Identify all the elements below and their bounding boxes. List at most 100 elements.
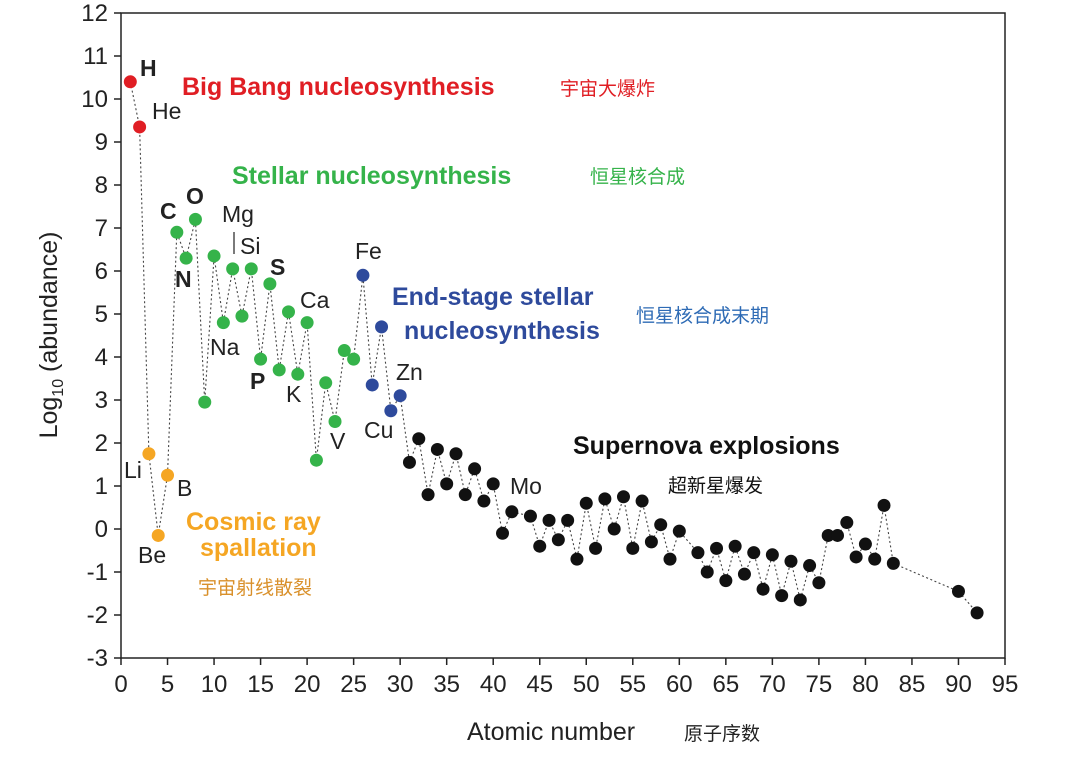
x-tick-label-40: 40	[480, 671, 507, 698]
x-tick-label-20: 20	[294, 671, 321, 698]
label-Mg: Mg	[222, 201, 254, 227]
supernova-title: Supernova explosions	[573, 432, 840, 460]
point-supernova-z64	[710, 541, 724, 555]
supernova-cn: 超新星爆发	[668, 475, 763, 497]
point-supernova-z66	[728, 539, 742, 553]
x-tick-label-15: 15	[247, 671, 274, 698]
point-supernova-z49	[570, 552, 584, 566]
y-axis-title-main: Log	[35, 397, 63, 439]
point-stellar-z16	[263, 277, 277, 291]
point-stellar-z23	[328, 415, 342, 428]
y-tick-label--1: -1	[87, 559, 108, 586]
x-tick-label-45: 45	[526, 671, 553, 698]
point-stellar-z21	[309, 453, 323, 467]
point-supernova-z90	[951, 584, 965, 598]
big-bang-cn: 宇宙大爆炸	[560, 78, 655, 100]
point-stellar-z8	[188, 212, 202, 226]
y-tick-label-12: 12	[81, 0, 108, 27]
point-stellar-z19	[291, 367, 305, 381]
label-Mo: Mo	[510, 473, 542, 499]
y-tick-label-6: 6	[95, 258, 108, 285]
point-end_stage-z26	[356, 268, 370, 282]
point-end_stage-z27	[365, 378, 379, 392]
label-K: K	[286, 381, 302, 407]
point-supernova-z63	[700, 565, 714, 579]
cosmic-title-2: spallation	[200, 534, 317, 562]
point-supernova-z79	[849, 550, 863, 564]
point-supernova-z70	[765, 548, 779, 562]
label-Si: Si	[240, 233, 260, 259]
point-supernova-z58	[654, 518, 668, 532]
point-supernova-z77	[831, 528, 845, 542]
point-stellar-z15	[254, 352, 268, 366]
label-Li: Li	[124, 457, 142, 483]
label-C: C	[160, 198, 177, 224]
point-cosmic-z3	[142, 447, 156, 461]
y-tick-label-3: 3	[95, 387, 108, 414]
point-supernova-z47	[551, 533, 565, 547]
plot-frame	[120, 12, 1006, 659]
point-supernova-z53	[607, 522, 621, 536]
point-supernova-z48	[561, 513, 575, 527]
big-bang-title: Big Bang nucleosynthesis	[182, 73, 495, 101]
point-stellar-z17	[272, 363, 286, 377]
point-supernova-z69	[756, 582, 770, 596]
point-supernova-z76	[821, 528, 835, 542]
point-stellar-z18	[281, 305, 295, 319]
y-axis-title-rest: (abundance)	[35, 232, 63, 379]
x-tick-label-50: 50	[573, 671, 600, 698]
label-O: O	[186, 183, 204, 209]
x-tick-label-70: 70	[759, 671, 786, 698]
point-supernova-z39	[477, 494, 491, 508]
x-tick-label-25: 25	[340, 671, 367, 698]
point-stellar-z25	[347, 352, 361, 366]
y-tick-label-7: 7	[95, 215, 108, 242]
x-tick-label-30: 30	[387, 671, 414, 698]
point-supernova-z78	[840, 516, 854, 530]
point-cosmic-z4	[151, 528, 165, 542]
point-supernova-z46	[542, 513, 556, 527]
end-stage-title-2: nucleosynthesis	[404, 317, 600, 345]
point-supernova-z71	[775, 589, 789, 603]
point-end_stage-z28	[375, 320, 389, 334]
point-supernova-z41	[496, 526, 510, 540]
label-Na: Na	[210, 334, 240, 360]
y-tick-label-5: 5	[95, 301, 108, 328]
label-Cu: Cu	[364, 417, 393, 443]
point-supernova-z37	[458, 488, 472, 502]
x-tick-label-10: 10	[201, 671, 228, 698]
point-stellar-z7	[179, 251, 193, 265]
label-V: V	[330, 428, 346, 454]
point-stellar-z20	[300, 316, 314, 330]
point-end_stage-z30	[393, 389, 407, 403]
point-cosmic-z5	[161, 468, 175, 482]
y-tick-label-11: 11	[83, 43, 108, 70]
point-supernova-z75	[812, 576, 826, 590]
y-tick-label-2: 2	[95, 430, 108, 457]
point-supernova-z54	[616, 490, 630, 504]
point-supernova-z62	[691, 546, 705, 560]
point-supernova-z45	[533, 539, 547, 553]
x-tick-label-85: 85	[899, 671, 926, 698]
point-supernova-z92	[970, 606, 984, 620]
point-stellar-z13	[235, 309, 249, 323]
cosmic-title-1: Cosmic ray	[186, 508, 321, 536]
x-tick-label-5: 5	[161, 671, 174, 698]
point-supernova-z31	[402, 455, 416, 469]
point-stellar-z11	[216, 316, 230, 330]
label-He: He	[152, 98, 181, 124]
point-big_bang-z2	[133, 120, 147, 134]
y-tick-label-0: 0	[95, 516, 108, 543]
point-big_bang-z1	[123, 75, 137, 89]
y-tick-label-9: 9	[95, 129, 108, 156]
label-Fe: Fe	[355, 238, 382, 264]
data-points	[123, 75, 984, 620]
point-supernova-z50	[579, 496, 593, 510]
x-tick-label-0: 0	[114, 671, 127, 698]
label-N: N	[175, 266, 192, 292]
point-supernova-z59	[663, 552, 677, 566]
x-axis-title-cn: 原子序数	[684, 723, 760, 745]
cosmic-cn: 宇宙射线散裂	[198, 577, 312, 599]
end-stage-cn: 恒星核合成末期	[636, 305, 769, 327]
x-tick-label-95: 95	[992, 671, 1019, 698]
